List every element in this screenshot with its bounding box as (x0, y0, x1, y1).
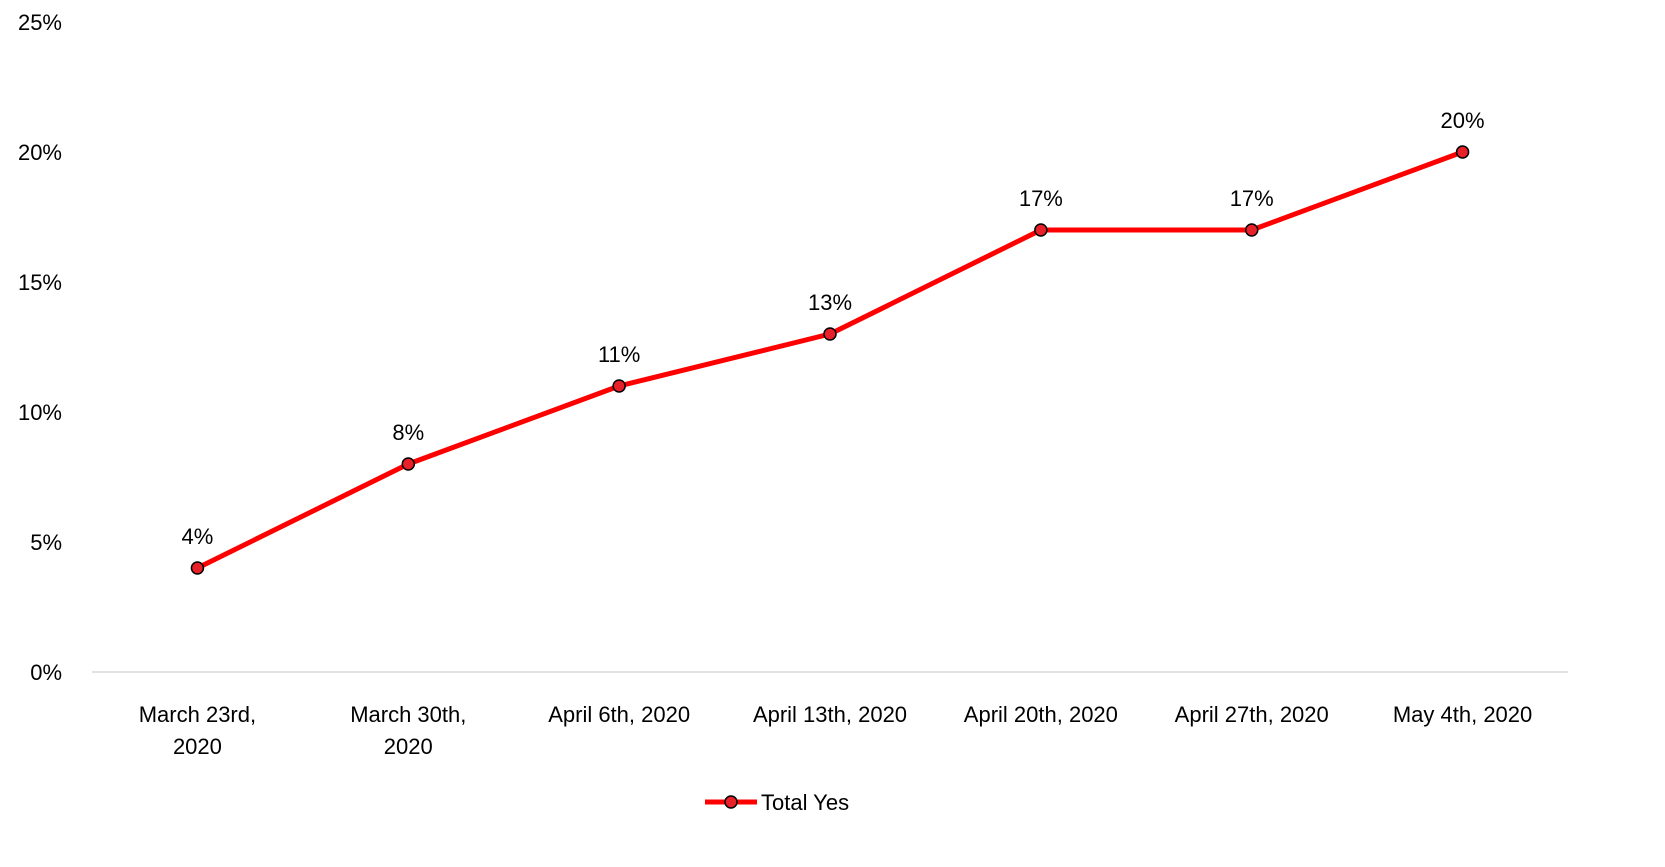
x-tick-label: April 6th, 2020 (548, 702, 690, 727)
data-point (612, 379, 626, 393)
y-tick-label: 0% (30, 660, 62, 685)
x-tick-label: March 23rd, 2020 (139, 702, 256, 759)
x-tick-label: May 4th, 2020 (1393, 702, 1532, 727)
data-point (401, 457, 416, 471)
x-tick-label: April 27th, 2020 (1175, 702, 1329, 727)
data-point (1455, 145, 1470, 159)
x-tick-label: March 30th, 2020 (350, 702, 466, 759)
data-point (1034, 223, 1048, 237)
y-tick-label: 5% (30, 530, 62, 555)
data-label: 8% (392, 420, 424, 445)
x-tick-label: April 20th, 2020 (964, 702, 1118, 727)
data-label: 11% (598, 342, 640, 367)
legend-marker-icon (724, 795, 738, 809)
data-label: 17% (1230, 186, 1274, 211)
y-tick-label: 10% (18, 400, 62, 425)
data-label: 4% (182, 524, 214, 549)
legend: Total Yes (705, 790, 849, 815)
data-point (190, 561, 205, 575)
y-axis: 0% 5% 10% 15% 20% 25% (18, 10, 62, 685)
data-label: 17% (1019, 186, 1063, 211)
series-line-total-yes (194, 149, 1466, 571)
legend-label: Total Yes (761, 790, 849, 815)
data-label: 20% (1441, 108, 1485, 133)
plot-area: 4% 8% 11% 13% 17% 17% 20% (182, 108, 1485, 575)
data-point (1244, 223, 1259, 237)
x-axis: March 23rd, 2020 March 30th, 2020 April 6th,… (92, 671, 1568, 759)
x-tick-label: April 13th, 2020 (753, 702, 907, 727)
y-tick-label: 20% (18, 140, 62, 165)
data-point (823, 327, 837, 341)
data-label: 13% (808, 290, 852, 315)
y-tick-label: 15% (18, 270, 62, 295)
y-tick-label: 25% (18, 10, 62, 35)
